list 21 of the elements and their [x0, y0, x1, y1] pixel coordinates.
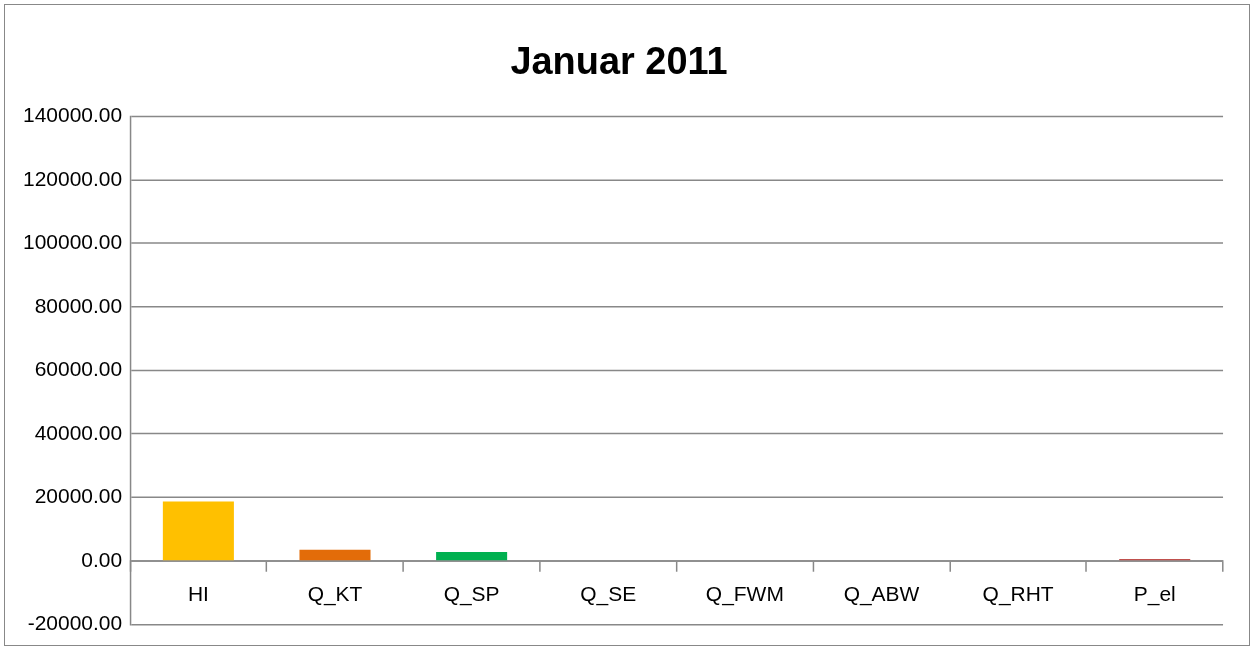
x-tick-label: HI — [187, 582, 209, 606]
bar — [299, 549, 371, 561]
x-tick-label: Q_SE — [580, 582, 637, 607]
x-tick-label: Q_RHT — [982, 582, 1054, 607]
x-tick-label: P_el — [1133, 582, 1176, 607]
y-tick-label: 100000.00 — [23, 230, 123, 254]
x-tick-label: Q_FWM — [705, 582, 784, 607]
y-tick-label: 60000.00 — [34, 357, 123, 381]
y-tick-label: 120000.00 — [23, 166, 123, 190]
bar — [162, 501, 234, 561]
x-tick-label: Q_KT — [307, 582, 363, 607]
y-tick-label: 40000.00 — [34, 420, 123, 444]
chart-title: Januar 2011 — [510, 40, 728, 83]
x-tick-label: Q_SP — [443, 582, 500, 607]
y-tick-label: 0.00 — [81, 547, 123, 571]
y-tick-label: 80000.00 — [34, 293, 123, 317]
x-tick-label: Q_ABW — [843, 582, 920, 607]
y-tick-label: -20000.00 — [27, 611, 123, 635]
y-tick-label: 140000.00 — [23, 103, 123, 127]
y-tick-label: 20000.00 — [34, 484, 123, 508]
bar — [436, 552, 508, 561]
